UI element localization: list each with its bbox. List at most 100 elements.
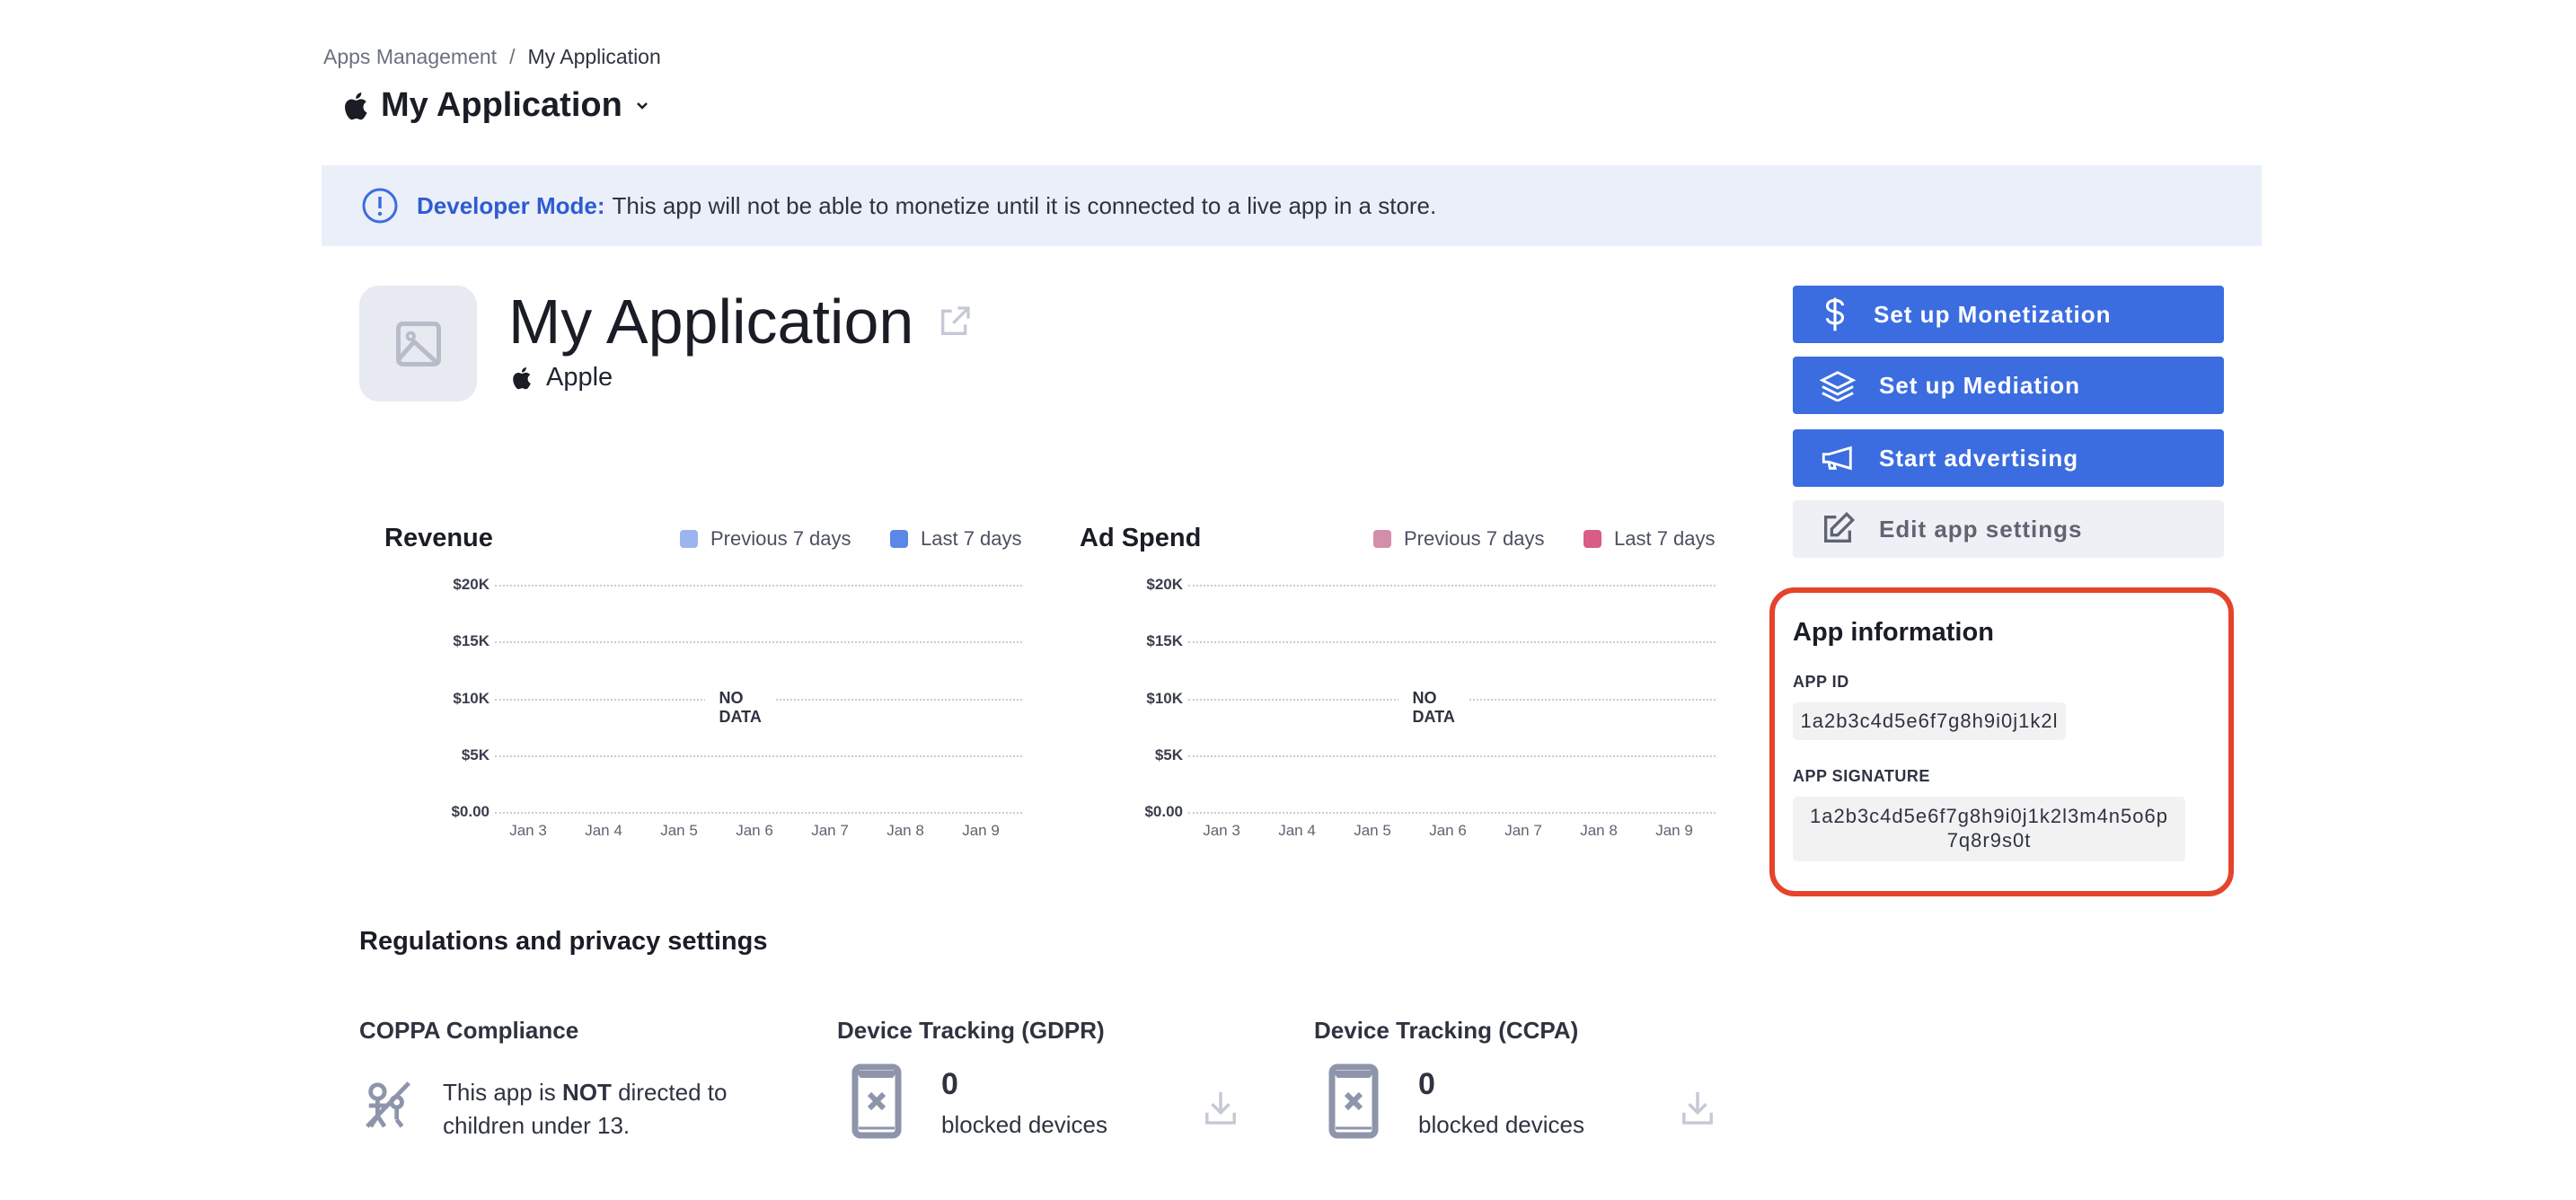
legend-item: Last 7 days — [890, 527, 1022, 551]
layers-icon — [1820, 371, 1856, 401]
ccpa-blocked-count: 0 — [1418, 1067, 1435, 1101]
gridline — [495, 641, 1022, 644]
coppa-title: COPPA Compliance — [359, 1017, 579, 1044]
x-tick-label: Jan 6 — [1429, 822, 1467, 839]
app-title: My Application — [508, 286, 973, 357]
gridline — [1188, 812, 1716, 814]
chart-title: Revenue — [384, 524, 493, 552]
breadcrumb-apps-management[interactable]: Apps Management — [323, 45, 498, 68]
x-tick-label: Jan 9 — [962, 822, 1000, 839]
coppa-text: directed to — [611, 1079, 728, 1106]
button-label: Set up Mediation — [1879, 371, 2080, 399]
button-label: Set up Monetization — [1874, 300, 2112, 328]
coppa-text-bold: NOT — [561, 1079, 612, 1106]
chart-title: Ad Spend — [1080, 524, 1202, 552]
y-tick-label: $15K — [1146, 632, 1183, 650]
apple-icon — [513, 366, 531, 389]
y-tick-label: $0.00 — [1144, 803, 1183, 820]
x-tick-label: Jan 6 — [736, 822, 773, 839]
app-signature-label: APP SIGNATURE — [1793, 767, 1930, 785]
y-tick-label: $5K — [461, 746, 490, 763]
gridline — [495, 585, 1022, 587]
app-switcher[interactable]: My Application — [341, 86, 649, 125]
legend-label: Previous 7 days — [710, 527, 851, 550]
image-icon — [395, 321, 441, 366]
breadcrumb-separator: / — [509, 45, 516, 68]
apple-icon — [345, 92, 367, 119]
start-advertising-button[interactable]: Start advertising — [1793, 429, 2224, 487]
coppa-text: children under 13. — [443, 1112, 631, 1139]
legend-swatch — [1584, 530, 1601, 548]
app-platform: Apple — [510, 363, 613, 393]
gdpr-blocked-label: blocked devices — [941, 1111, 1107, 1138]
legend-label: Last 7 days — [1614, 527, 1716, 550]
y-tick-label: $10K — [1146, 689, 1183, 707]
app-information-panel: App information APP ID 1a2b3c4d5e6f7g8h9… — [1769, 587, 2234, 896]
app-name: My Application — [508, 287, 914, 357]
legend-label: Last 7 days — [921, 527, 1022, 550]
legend-swatch — [1373, 530, 1391, 548]
x-tick-label: Jan 9 — [1655, 822, 1693, 839]
button-label: Start advertising — [1879, 444, 2079, 472]
app-icon-placeholder — [359, 286, 477, 401]
coppa-text: This app is — [443, 1079, 562, 1106]
gridline — [1188, 754, 1716, 757]
gridline — [495, 812, 1022, 814]
banner-label: Developer Mode: — [417, 191, 605, 219]
x-tick-label: Jan 7 — [1504, 822, 1542, 839]
button-label: Edit app settings — [1879, 515, 2083, 543]
chevron-down-icon — [636, 101, 648, 110]
legend-item: Last 7 days — [1584, 527, 1716, 551]
download-icon[interactable] — [1681, 1089, 1715, 1126]
x-tick-label: Jan 8 — [887, 822, 924, 839]
x-tick-label: Jan 7 — [811, 822, 849, 839]
legend-swatch — [680, 530, 698, 548]
edit-app-settings-button[interactable]: Edit app settings — [1793, 500, 2224, 558]
y-tick-label: $20K — [453, 576, 490, 593]
developer-mode-banner: Developer Mode: This app will not be abl… — [322, 165, 2262, 246]
coppa-status-text: This app is NOT directed to children und… — [443, 1076, 727, 1143]
x-tick-label: Jan 5 — [1354, 822, 1391, 839]
phone-blocked-icon — [1328, 1063, 1379, 1139]
legend-item: Previous 7 days — [1373, 527, 1545, 551]
breadcrumb: Apps Management / My Application — [323, 45, 661, 69]
no-data-label: NO DATA — [704, 689, 776, 727]
info-alert-icon — [362, 188, 398, 224]
x-tick-label: Jan 3 — [1203, 822, 1240, 839]
no-data-label: NO DATA — [1398, 689, 1469, 727]
coppa-no-children-icon — [366, 1081, 410, 1128]
ccpa-blocked-label: blocked devices — [1418, 1111, 1584, 1138]
y-tick-label: $10K — [453, 689, 490, 707]
phone-blocked-icon — [851, 1063, 902, 1139]
download-icon[interactable] — [1204, 1089, 1238, 1126]
gridline — [1188, 585, 1716, 587]
legend-label: Previous 7 days — [1404, 527, 1545, 550]
banner-message: This app will not be able to monetize un… — [612, 191, 1437, 219]
y-tick-label: $15K — [453, 632, 490, 650]
setup-monetization-button[interactable]: Set up Monetization — [1793, 286, 2224, 343]
platform-label: Apple — [546, 363, 613, 392]
gdpr-title: Device Tracking (GDPR) — [837, 1017, 1105, 1044]
ccpa-title: Device Tracking (CCPA) — [1314, 1017, 1579, 1044]
external-link-icon[interactable] — [937, 304, 973, 340]
app-information-title: App information — [1793, 618, 1994, 647]
gdpr-blocked-count: 0 — [941, 1067, 958, 1101]
legend-swatch — [890, 530, 908, 548]
legend-item: Previous 7 days — [680, 527, 851, 551]
x-tick-label: Jan 8 — [1580, 822, 1618, 839]
header-title: My Application — [381, 86, 622, 124]
x-tick-label: Jan 4 — [1278, 822, 1316, 839]
x-tick-label: Jan 3 — [509, 822, 547, 839]
app-id-value[interactable]: 1a2b3c4d5e6f7g8h9i0j1k2l — [1793, 702, 2066, 740]
y-tick-label: $0.00 — [451, 803, 490, 820]
gridline — [495, 754, 1022, 757]
y-tick-label: $5K — [1154, 746, 1183, 763]
y-tick-label: $20K — [1146, 576, 1183, 593]
breadcrumb-current: My Application — [527, 45, 661, 68]
regulations-title: Regulations and privacy settings — [359, 927, 768, 956]
edit-icon — [1824, 511, 1856, 543]
setup-mediation-button[interactable]: Set up Mediation — [1793, 357, 2224, 414]
app-id-label: APP ID — [1793, 673, 1849, 691]
megaphone-icon — [1822, 446, 1852, 471]
app-signature-value[interactable]: 1a2b3c4d5e6f7g8h9i0j1k2l3m4n5o6p7q8r9s0t — [1793, 797, 2185, 861]
